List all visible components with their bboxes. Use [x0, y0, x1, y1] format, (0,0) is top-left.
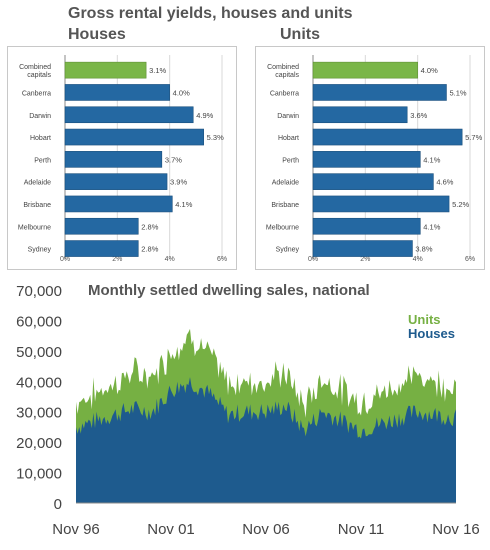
units-value-label: 4.1%: [423, 222, 440, 231]
houses-category-label: Canberra: [22, 90, 51, 97]
houses-value-label: 4.1%: [175, 200, 192, 209]
sales-chart: 70,000 60,000 50,000 40,000 30,000 20,000 10,0…: [0, 276, 490, 545]
units-value-label: 4.6%: [436, 178, 453, 187]
houses-category-label: Perth: [34, 157, 51, 164]
units-chart-panel: 0%2%4%6%4.0%Combinedcapitals5.1%Canberra…: [255, 46, 485, 270]
houses-chart-panel: 0%2%4%6%3.1%Combinedcapitals4.0%Canberra…: [7, 46, 237, 270]
houses-value-label: 4.0%: [173, 88, 190, 97]
units-title: Units: [280, 26, 320, 43]
sales-chart-title: Monthly settled dwelling sales, national: [88, 282, 370, 299]
units-category-label: capitals: [275, 72, 299, 79]
units-value-label: 5.1%: [449, 88, 466, 97]
sales-y-tick-label: 30,000: [16, 405, 62, 422]
houses-category-label: Hobart: [30, 135, 51, 142]
units-category-label: Combined: [267, 64, 299, 71]
houses-value-label: 3.1%: [149, 66, 166, 75]
houses-value-label: 5.3%: [207, 133, 224, 142]
units-bar: [312, 106, 408, 124]
units-category-label: Hobart: [278, 135, 299, 142]
sales-y-tick-label: 10,000: [16, 466, 62, 483]
units-value-label: 5.2%: [452, 200, 469, 209]
units-x-tick-label: 2%: [360, 256, 370, 263]
houses-value-label: 3.9%: [170, 178, 187, 187]
sales-y-tick-label: 50,000: [16, 344, 62, 361]
houses-bar: [64, 240, 139, 257]
units-bar: [312, 151, 421, 168]
legend-units: Units: [408, 312, 441, 327]
units-bar: [312, 240, 413, 257]
houses-value-label: 2.8%: [141, 222, 158, 231]
houses-category-label: Melbourne: [18, 224, 51, 231]
houses-bar: [64, 217, 139, 235]
units-value-label: 5.7%: [465, 133, 482, 142]
sales-x-tick-label: Nov 96: [52, 521, 100, 538]
units-bar: [312, 195, 450, 213]
houses-bar: [64, 128, 204, 146]
sales-y-tick-label: 40,000: [16, 374, 62, 391]
houses-category-label: Brisbane: [23, 202, 51, 209]
houses-bar: [64, 61, 147, 79]
units-category-label: Brisbane: [271, 202, 299, 209]
houses-x-tick-label: 6%: [217, 256, 227, 263]
houses-x-tick-label: 2%: [112, 256, 122, 263]
units-bar: [312, 173, 434, 190]
units-bar: [312, 84, 447, 101]
units-category-label: Darwin: [277, 113, 299, 120]
units-value-label: 3.8%: [415, 245, 432, 254]
sales-y-tick-label: 20,000: [16, 435, 62, 452]
houses-category-label: capitals: [27, 72, 51, 79]
houses-bar: [64, 84, 170, 101]
houses-bar: [64, 151, 163, 168]
units-category-label: Perth: [282, 157, 299, 164]
units-bar: [312, 128, 463, 146]
sales-y-tick-label: 70,000: [16, 283, 62, 300]
houses-category-label: Sydney: [28, 247, 52, 254]
units-bar: [312, 61, 418, 79]
sales-x-tick-label: Nov 11: [338, 521, 384, 538]
houses-value-label: 3.7%: [165, 155, 182, 164]
units-x-tick-label: 4%: [413, 256, 423, 263]
houses-bar: [64, 195, 173, 213]
houses-value-label: 2.8%: [141, 245, 158, 254]
units-category-label: Canberra: [270, 90, 299, 97]
houses-title: Houses: [68, 26, 126, 43]
units-category-label: Adelaide: [272, 180, 299, 187]
houses-area: [76, 377, 456, 503]
houses-x-tick-label: 4%: [165, 256, 175, 263]
units-bar: [312, 217, 421, 235]
units-value-label: 4.0%: [421, 66, 438, 75]
legend-houses: Houses: [408, 326, 455, 341]
sales-y-tick-label: 0: [54, 496, 62, 513]
houses-value-label: 4.9%: [196, 111, 213, 120]
houses-category-label: Darwin: [29, 113, 51, 120]
sales-x-tick-label: Nov 01: [147, 521, 195, 538]
houses-bar: [64, 173, 168, 190]
houses-category-label: Combined: [19, 64, 51, 71]
units-x-tick-label: 6%: [465, 256, 475, 263]
figure-title: Gross rental yields, houses and units: [68, 5, 353, 22]
units-value-label: 4.1%: [423, 155, 440, 164]
units-category-label: Sydney: [276, 247, 300, 254]
sales-x-tick-label: Nov 16: [432, 521, 480, 538]
houses-bar: [64, 106, 194, 124]
sales-y-tick-label: 60,000: [16, 313, 62, 330]
houses-category-label: Adelaide: [24, 180, 51, 187]
sales-area-chart: 70,000 60,000 50,000 40,000 30,000 20,000 10,0…: [16, 282, 480, 538]
units-value-label: 3.6%: [410, 111, 427, 120]
units-bar-chart: 0%2%4%6%4.0%Combinedcapitals5.1%Canberra…: [266, 55, 483, 263]
sales-x-tick-label: Nov 06: [242, 521, 290, 538]
houses-bar-chart: 0%2%4%6%3.1%Combinedcapitals4.0%Canberra…: [18, 55, 227, 263]
units-category-label: Melbourne: [266, 224, 299, 231]
